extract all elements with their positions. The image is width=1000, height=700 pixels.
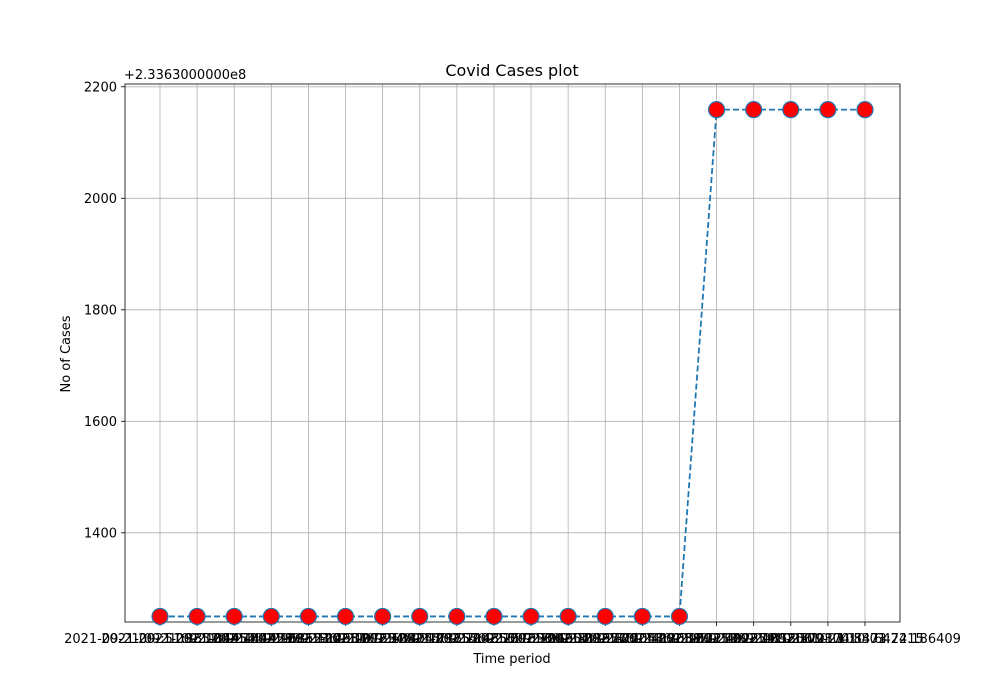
grid (125, 84, 900, 622)
data-point (670, 607, 689, 626)
x-tick-label: 2021-09-21 09:57:50.413689 (509, 632, 701, 647)
y-axis-label: No of Cases (59, 315, 74, 392)
x-tick-label: 2021-09-21 09:53:15.512985 (175, 632, 367, 647)
x-tick-label: 2021-09-21 09:54:47.173652 (287, 632, 479, 647)
x-tick-label: 2021-09-21 10:00:53.647215 (732, 632, 924, 647)
x-tick-label: 2021-09-21 09:58:20.952218 (546, 632, 738, 647)
axes (124, 83, 901, 623)
x-tick-label: 2021-09-21 10:00:23.108473 (695, 632, 887, 647)
x-tick-label: 2021-09-21 09:51:38.084954 (64, 632, 256, 647)
x-tick-label: 2021-09-21 09:55:17.714855 (324, 632, 516, 647)
y-tick-label: 1400 (84, 526, 117, 541)
data-point (633, 607, 651, 626)
data-point (262, 607, 280, 626)
data-point (299, 607, 318, 626)
x-tick-label: 2021-09-21 09:57:19.872047 (472, 632, 664, 647)
y-tick-label: 2000 (84, 192, 117, 207)
data-point (782, 101, 800, 119)
y-offset-label: +2.3363000000e8 (124, 68, 246, 83)
x-tick-label: 2021-09-21 09:52:44.968121 (138, 632, 330, 647)
data-point (485, 607, 503, 626)
data-point (819, 101, 837, 119)
data-point (596, 607, 614, 626)
x-tick-label: 2021-09-21 09:58:51.492374 (584, 632, 776, 647)
data-point (448, 607, 466, 626)
data-point (336, 607, 355, 626)
data-point (559, 607, 577, 626)
x-tick-label: 2021-09-21 09:56:49.333876 (435, 632, 627, 647)
x-tick-label: 2021-09-21 09:54:16.633047 (250, 632, 442, 647)
data-point (856, 101, 874, 119)
x-tick-label: 2021-09-21 09:55:48.257098 (361, 632, 553, 647)
x-tick-label: 2021-09-21 10:01:24.186409 (769, 632, 961, 647)
chart-title: Covid Cases plot (445, 61, 578, 80)
data-point (188, 607, 206, 626)
data-point (411, 607, 429, 626)
x-tick-label: 2021-09-21 09:52:14.441929 (101, 632, 293, 647)
x-tick-label: 2021-09-21 09:56:18.796604 (398, 632, 590, 647)
data-point (151, 607, 169, 626)
x-tick-label: 2021-09-21 09:59:22.031856 (621, 632, 813, 647)
y-tick-label: 2200 (84, 80, 117, 95)
plot-frame (124, 83, 901, 623)
x-axis-label: Time period (472, 652, 550, 667)
data-point (225, 607, 243, 626)
series (151, 101, 874, 626)
data-point (745, 101, 763, 119)
data-point (374, 607, 392, 626)
data-point (522, 607, 540, 626)
series-line (160, 108, 865, 618)
data-point (707, 101, 726, 119)
x-tick-label: 2021-09-21 09:53:46.097294 (213, 632, 405, 647)
y-tick-label: 1800 (84, 303, 117, 318)
y-tick-label: 1600 (84, 415, 117, 430)
x-tick-label: 2021-09-21 09:59:52.570174 (658, 632, 850, 647)
